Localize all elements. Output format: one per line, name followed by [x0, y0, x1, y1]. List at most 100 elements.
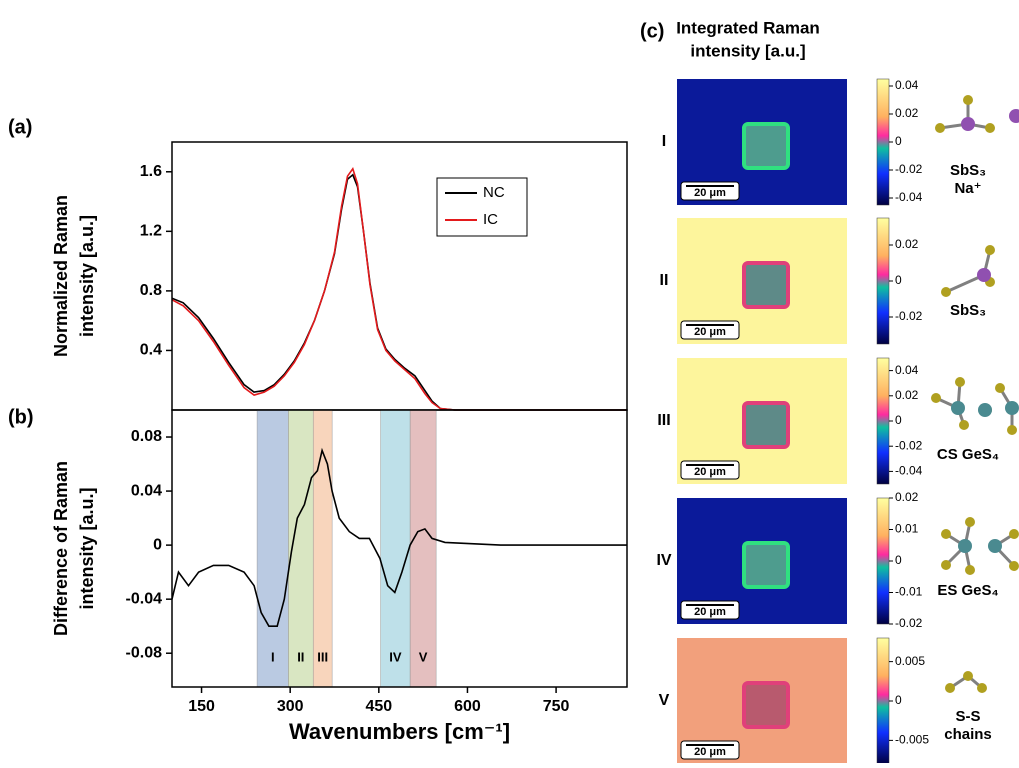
x-tick-label: 150 [188, 698, 215, 715]
atom [977, 683, 987, 693]
atom [959, 420, 969, 430]
colorbar-tick-label: -0.02 [895, 162, 923, 176]
colorbar [876, 637, 890, 765]
y-tick-label: 0.04 [131, 482, 162, 499]
colorbar-tick-label: 0 [895, 693, 902, 707]
atom [978, 403, 992, 417]
molecule-label: ES GeS₄ [937, 582, 998, 599]
data-line [171, 167, 627, 411]
scale-bar-label: 20 μm [694, 606, 726, 618]
colorbar-tick-label: 0.04 [895, 78, 919, 92]
colorbar-tick-label: 0.02 [895, 490, 919, 504]
atom [965, 517, 975, 527]
raman-map-square [742, 541, 790, 589]
atom [958, 539, 972, 553]
atom [995, 383, 1005, 393]
colorbar [876, 78, 890, 206]
atom [977, 268, 991, 282]
legend-box [436, 177, 528, 237]
raman-map-square [742, 681, 790, 729]
y-tick-label: 1.6 [140, 163, 162, 180]
colorbar [876, 497, 890, 625]
atom [1009, 529, 1019, 539]
band [256, 409, 289, 688]
scale-bar-label: 20 μm [694, 187, 726, 199]
row-label: II [660, 272, 669, 289]
colorbar [876, 217, 890, 345]
band [409, 409, 437, 688]
colorbar-tick-label: -0.04 [895, 190, 923, 204]
atom [1009, 561, 1019, 571]
atom [1009, 109, 1019, 123]
scale-bar-label: 20 μm [694, 466, 726, 478]
colorbar-tick-label: 0 [895, 553, 902, 567]
colorbar-tick-label: -0.02 [895, 616, 923, 630]
molecule-label: SbS₃ [950, 162, 986, 179]
band-label: II [297, 649, 304, 664]
atom [988, 539, 1002, 553]
colorbar-tick-label: -0.01 [895, 585, 923, 599]
colorbar-tick-label: 0.02 [895, 106, 919, 120]
atom [1007, 425, 1017, 435]
y-tick-label: 1.2 [140, 223, 162, 240]
colorbar-tick-label: -0.02 [895, 438, 923, 452]
colorbar-tick-label: 0.005 [895, 654, 925, 668]
y-axis-label: intensity [a.u.] [77, 487, 97, 609]
colorbar-tick-label: 0 [895, 273, 902, 287]
panel-title: intensity [a.u.] [690, 41, 805, 60]
atom [961, 117, 975, 131]
atom [985, 123, 995, 133]
colorbar-tick-label: 0 [895, 134, 902, 148]
molecule-label: Na⁺ [954, 180, 981, 197]
atom [965, 565, 975, 575]
panel-label: (a) [8, 116, 32, 138]
colorbar-tick-label: -0.04 [895, 464, 923, 478]
y-tick-label: 0.08 [131, 428, 162, 445]
molecule-label: chains [944, 726, 992, 743]
y-tick-label: 0.8 [140, 282, 162, 299]
atom [1005, 401, 1019, 415]
atom [985, 245, 995, 255]
atom [963, 671, 973, 681]
plot-frame [171, 409, 628, 688]
raman-map-square [742, 122, 790, 170]
atom [931, 393, 941, 403]
raman-map-square [742, 261, 790, 309]
data-line [171, 173, 627, 411]
x-axis-label: Wavenumbers [cm⁻¹] [289, 719, 510, 744]
band [380, 409, 411, 688]
atom [941, 529, 951, 539]
raman-map-square [742, 401, 790, 449]
y-axis-label: Difference of Raman [51, 461, 71, 636]
y-tick-label: -0.04 [126, 590, 163, 607]
band-label: IV [389, 649, 402, 664]
x-tick-label: 750 [543, 698, 570, 715]
scale-bar-label: 20 μm [694, 746, 726, 758]
y-tick-label: 0 [153, 536, 162, 553]
atom [963, 95, 973, 105]
y-tick-label: 0.4 [140, 342, 162, 359]
panel-label: (c) [640, 20, 664, 42]
y-axis-label: intensity [a.u.] [77, 215, 97, 337]
atom [951, 401, 965, 415]
molecule-label: CS GeS₄ [937, 446, 999, 463]
colorbar-tick-label: 0.02 [895, 237, 919, 251]
scale-bar-label: 20 μm [694, 326, 726, 338]
x-tick-label: 450 [365, 698, 392, 715]
data-line [171, 447, 627, 627]
colorbar [876, 357, 890, 485]
colorbar-tick-label: 0 [895, 413, 902, 427]
molecule-label: S-S [955, 708, 980, 725]
atom [935, 123, 945, 133]
row-label: V [659, 692, 670, 709]
colorbar-tick-label: 0.04 [895, 363, 919, 377]
colorbar-tick-label: -0.005 [895, 733, 929, 747]
atom [955, 377, 965, 387]
y-tick-label: -0.08 [126, 644, 163, 661]
panel-label: (b) [8, 406, 34, 428]
row-label: IV [656, 552, 671, 569]
x-tick-label: 600 [454, 698, 481, 715]
colorbar-tick-label: 0.02 [895, 388, 919, 402]
atom [945, 683, 955, 693]
